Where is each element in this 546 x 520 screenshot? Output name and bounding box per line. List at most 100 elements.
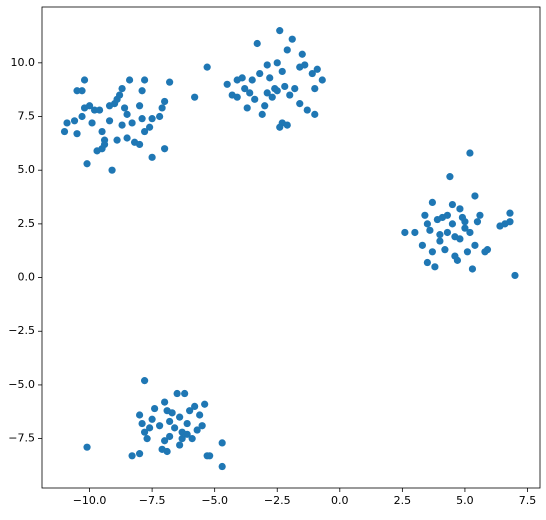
point [431, 263, 439, 271]
y-tick-label: −2.5 [8, 324, 35, 337]
point [148, 115, 156, 123]
point [273, 87, 281, 95]
point [246, 89, 254, 97]
point [141, 377, 149, 385]
point [436, 231, 444, 239]
point [303, 106, 311, 114]
x-tick-label: 0.0 [331, 494, 349, 507]
point [428, 198, 436, 207]
point [276, 27, 284, 35]
point [118, 84, 126, 93]
point [241, 84, 249, 93]
point [453, 256, 462, 264]
point [401, 228, 409, 237]
point [443, 228, 452, 237]
point [468, 265, 477, 273]
point [281, 82, 289, 91]
point [156, 112, 164, 121]
point [186, 407, 194, 415]
point [193, 426, 201, 434]
point [191, 93, 199, 101]
point [148, 153, 156, 161]
point [83, 443, 91, 451]
point [423, 220, 431, 228]
point [63, 119, 71, 127]
point [198, 422, 206, 430]
point [291, 84, 299, 93]
point [125, 76, 134, 84]
point [161, 437, 169, 445]
point [448, 200, 457, 209]
point [461, 218, 469, 226]
point [141, 127, 149, 136]
point [203, 63, 211, 71]
point [461, 224, 469, 232]
point [456, 205, 464, 213]
point [70, 117, 79, 125]
point [483, 246, 492, 254]
point [90, 106, 99, 114]
x-tick-label: −7.5 [139, 494, 166, 507]
point [318, 76, 326, 84]
point [423, 258, 431, 267]
point [283, 121, 291, 129]
point [191, 402, 199, 411]
point [128, 452, 136, 460]
point [268, 93, 276, 101]
point [438, 213, 447, 222]
x-tick-label: −5.0 [201, 494, 228, 507]
y-tick-label: −7.5 [8, 432, 35, 445]
point [288, 35, 296, 43]
point [183, 430, 191, 438]
point [163, 407, 171, 415]
point [166, 78, 174, 86]
point [141, 76, 149, 84]
point [311, 110, 319, 118]
point [308, 69, 316, 78]
point [156, 422, 164, 430]
point [286, 91, 294, 99]
point [128, 119, 136, 127]
point [88, 119, 96, 127]
point [253, 39, 261, 48]
point [311, 84, 319, 93]
x-tick-label: 7.5 [519, 494, 537, 507]
point [85, 102, 94, 110]
point [135, 140, 144, 149]
point [98, 127, 106, 136]
point [201, 400, 209, 408]
point [243, 104, 251, 112]
point [95, 106, 104, 114]
point [471, 241, 479, 249]
point [148, 415, 156, 423]
x-tick-label: 2.5 [394, 494, 412, 507]
point [141, 428, 149, 436]
point [138, 87, 146, 95]
x-tick-label: −2.5 [264, 494, 291, 507]
point [218, 439, 226, 447]
point [78, 87, 86, 95]
y-tick-label: 5.0 [18, 163, 36, 176]
point [78, 112, 86, 121]
point [176, 413, 184, 421]
point [151, 404, 159, 413]
point [218, 462, 226, 471]
point [178, 435, 186, 443]
point [113, 136, 121, 144]
point [263, 89, 271, 97]
point [441, 246, 449, 254]
point [426, 226, 434, 234]
point [120, 104, 129, 112]
point [428, 248, 436, 256]
point [135, 411, 144, 419]
axes-frame [41, 6, 541, 489]
point [463, 248, 472, 256]
y-tick-label: 7.5 [18, 110, 36, 123]
point [476, 211, 484, 219]
point [146, 123, 154, 131]
point [466, 149, 474, 157]
point [176, 441, 184, 449]
point [206, 452, 214, 460]
x-tick-label: 5.0 [456, 494, 474, 507]
